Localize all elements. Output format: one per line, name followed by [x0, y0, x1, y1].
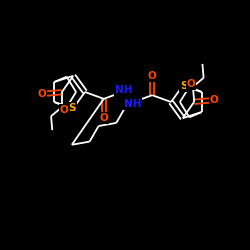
Text: S: S: [68, 103, 76, 113]
Text: S: S: [180, 81, 188, 91]
Text: O: O: [60, 105, 68, 115]
Text: O: O: [186, 79, 195, 89]
Text: O: O: [38, 88, 46, 99]
Text: O: O: [148, 71, 156, 81]
Text: O: O: [210, 96, 218, 106]
Text: NH: NH: [115, 85, 132, 95]
Text: NH: NH: [124, 99, 141, 109]
Text: O: O: [100, 113, 108, 123]
